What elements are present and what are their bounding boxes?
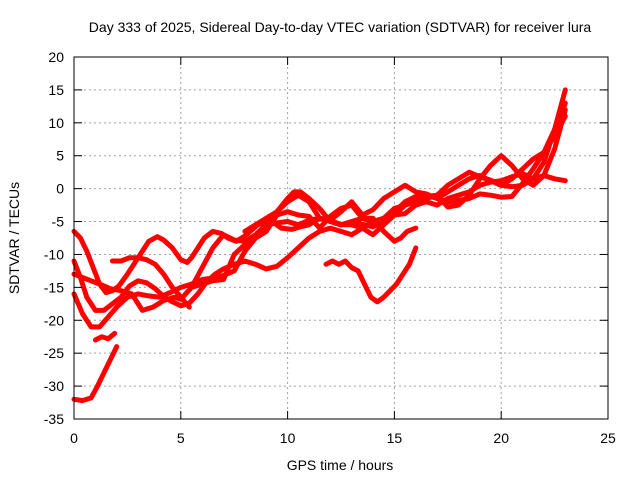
x-tick-label: 5 <box>177 430 185 446</box>
x-axis-label: GPS time / hours <box>287 457 394 473</box>
x-tick-label: 10 <box>280 430 296 446</box>
y-tick-label: -10 <box>44 246 64 262</box>
y-tick-label: 15 <box>48 82 64 98</box>
y-tick-label: 5 <box>56 148 64 164</box>
y-tick-label: -30 <box>44 378 64 394</box>
y-tick-label: -5 <box>52 214 65 230</box>
y-tick-label: -25 <box>44 345 64 361</box>
x-tick-label: 20 <box>493 430 509 446</box>
y-tick-label: -35 <box>44 411 64 427</box>
series-line-track-9 <box>242 189 419 244</box>
x-tick-label: 0 <box>70 430 78 446</box>
series-line-track-2 <box>92 330 118 343</box>
plot-border <box>73 56 609 420</box>
series-line-track-1 <box>71 344 120 404</box>
series-line-track-8 <box>109 255 192 310</box>
data-series <box>71 87 568 404</box>
axis-ticks: 0 5 10 15 20 25 -35 -30 -25 -20 -15 -10 -5 0 5 10 15 20 <box>44 49 616 446</box>
x-tick-label: 15 <box>387 430 403 446</box>
series-line-track-6 <box>71 87 568 313</box>
series-line-track-7 <box>189 100 568 290</box>
y-tick-label: 20 <box>48 49 64 65</box>
x-tick-label: 25 <box>600 430 616 446</box>
y-tick-label: -20 <box>44 312 64 328</box>
series-line-track-4 <box>71 113 568 313</box>
chart-title: Day 333 of 2025, Sidereal Day-to-day VTE… <box>89 19 592 35</box>
y-axis-label: SDTVAR / TECUs <box>6 182 22 294</box>
y-tick-label: -15 <box>44 279 64 295</box>
y-tick-label: 10 <box>48 115 64 131</box>
y-tick-label: 0 <box>56 181 64 197</box>
series-line-track-10 <box>323 245 419 305</box>
